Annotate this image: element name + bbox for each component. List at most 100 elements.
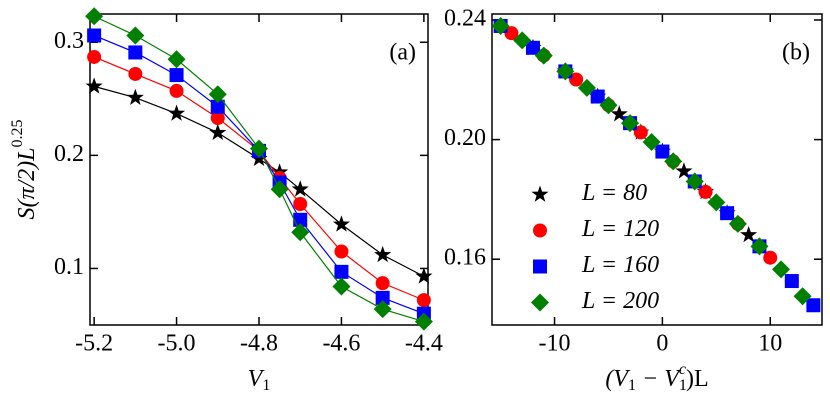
marker [209, 123, 227, 141]
marker [610, 105, 628, 122]
marker [270, 180, 289, 199]
marker [210, 99, 225, 114]
y-tick-label: 0.1 [54, 254, 84, 280]
marker [784, 274, 799, 289]
marker [332, 277, 351, 296]
marker [373, 300, 392, 319]
legend-label: L = 200 [581, 288, 659, 314]
y-tick-label: 0.16 [444, 245, 486, 271]
legend-marker [533, 223, 547, 238]
marker [210, 111, 225, 126]
marker [169, 68, 184, 83]
x-tick-label: 0 [656, 331, 668, 357]
marker [577, 78, 596, 97]
marker [208, 85, 227, 104]
marker [126, 88, 144, 105]
legend-marker [531, 185, 549, 202]
series-line [93, 56, 425, 301]
y-tick-label: 0.2 [54, 141, 84, 167]
y-tick-label: 0.3 [54, 28, 84, 54]
marker [772, 260, 791, 279]
marker [293, 196, 308, 211]
marker [85, 77, 103, 94]
marker [168, 104, 186, 121]
x-tick-label: -4.6 [322, 331, 360, 357]
marker [698, 184, 713, 199]
y-label-sup: 0.25 [9, 119, 26, 147]
marker [126, 26, 145, 45]
legend-label: L = 160 [581, 252, 659, 278]
panel-label: (b) [782, 40, 810, 66]
marker [414, 312, 433, 331]
marker [332, 215, 350, 232]
marker [128, 45, 143, 60]
marker [642, 132, 661, 151]
marker [415, 267, 433, 284]
marker [334, 244, 349, 259]
marker [793, 287, 812, 306]
x-tick-label: -5.2 [75, 331, 113, 357]
x-tick-label: -5.0 [158, 331, 196, 357]
y-label-text: S(π/2)L [14, 147, 40, 219]
x-tick-label: -4.4 [405, 331, 443, 357]
marker [655, 144, 670, 159]
x-axis-label: V1 [248, 366, 271, 394]
y-tick-label: 0.20 [444, 125, 486, 151]
marker [590, 89, 605, 104]
series-line [93, 85, 425, 277]
x-label-text: V [248, 366, 265, 392]
series-line [93, 34, 425, 315]
marker [728, 214, 747, 233]
x-label-sub: 1 [262, 377, 270, 394]
marker [87, 49, 102, 64]
x-label-text: (V [605, 366, 630, 392]
legend-label: L = 80 [581, 180, 647, 206]
axes-frame [491, 13, 823, 326]
marker [169, 83, 184, 98]
marker [707, 193, 726, 212]
x-tick-label: 10 [758, 331, 782, 357]
marker [167, 50, 186, 69]
marker [250, 139, 268, 158]
y-tick-label: 0.24 [444, 5, 486, 31]
marker [685, 172, 704, 191]
marker [599, 96, 618, 115]
x-label-sub: 1 [628, 377, 636, 394]
legend-marker [531, 293, 549, 312]
marker [513, 31, 532, 50]
x-axis-label: (V1 − V1c)L [605, 361, 708, 394]
marker [504, 26, 519, 41]
marker [375, 276, 390, 291]
marker [664, 152, 683, 171]
marker [87, 28, 102, 43]
x-label-sub: 1 [679, 377, 687, 394]
x-label-text: − V [636, 366, 681, 392]
marker [633, 125, 648, 140]
marker [128, 66, 143, 81]
marker [675, 162, 693, 179]
marker [250, 149, 268, 167]
marker [740, 225, 758, 243]
y-axis-label: S(π/2)L0.25 [9, 119, 40, 219]
legend-marker [533, 259, 547, 274]
marker [334, 264, 349, 279]
marker [621, 114, 640, 133]
marker [525, 40, 540, 55]
x-tick-label: -10 [539, 331, 571, 357]
x-tick-label: -4.8 [240, 331, 278, 357]
x-label-sup: c [679, 361, 686, 378]
marker [291, 180, 309, 197]
panel-label: (a) [389, 40, 416, 66]
marker [293, 212, 308, 227]
x-label-text: )L [686, 366, 709, 392]
marker [374, 245, 392, 263]
marker [569, 72, 584, 87]
marker [416, 293, 431, 308]
marker [291, 223, 310, 242]
marker [556, 62, 575, 81]
marker [750, 237, 769, 256]
legend-label: L = 120 [581, 216, 659, 242]
marker [375, 290, 390, 305]
marker [85, 7, 104, 26]
